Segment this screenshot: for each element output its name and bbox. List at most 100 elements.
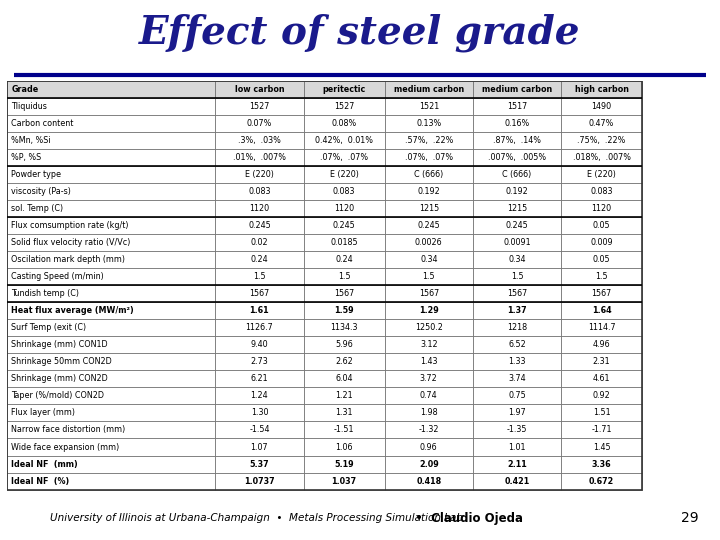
- Bar: [7, 387, 215, 404]
- Bar: [304, 251, 384, 268]
- Text: Taper (%/mold) CON2D: Taper (%/mold) CON2D: [12, 392, 104, 401]
- Text: 1.07: 1.07: [251, 442, 269, 451]
- Bar: [304, 234, 384, 251]
- Bar: [473, 472, 561, 490]
- Text: 0.75: 0.75: [508, 392, 526, 401]
- Bar: [304, 268, 384, 285]
- Text: 0.421: 0.421: [505, 477, 530, 485]
- Text: E (220): E (220): [330, 170, 359, 179]
- Bar: [215, 336, 304, 353]
- Bar: [7, 98, 215, 115]
- Text: E (220): E (220): [588, 170, 616, 179]
- Text: 0.083: 0.083: [590, 187, 613, 196]
- Text: -1.71: -1.71: [591, 426, 612, 435]
- Bar: [215, 370, 304, 387]
- Bar: [304, 200, 384, 217]
- Bar: [473, 302, 561, 319]
- Text: 0.245: 0.245: [248, 221, 271, 230]
- Bar: [215, 149, 304, 166]
- Bar: [215, 251, 304, 268]
- Bar: [473, 149, 561, 166]
- Bar: [384, 456, 473, 472]
- Bar: [561, 319, 642, 336]
- Text: Tundish temp (C): Tundish temp (C): [12, 289, 79, 298]
- Text: 1126.7: 1126.7: [246, 323, 274, 332]
- Bar: [215, 472, 304, 490]
- Text: Casting Speed (m/min): Casting Speed (m/min): [12, 272, 104, 281]
- Text: -1.54: -1.54: [249, 426, 270, 435]
- Bar: [304, 132, 384, 149]
- Bar: [304, 387, 384, 404]
- Text: sol. Temp (C): sol. Temp (C): [12, 204, 63, 213]
- Bar: [473, 421, 561, 438]
- Bar: [473, 81, 561, 98]
- Bar: [215, 234, 304, 251]
- Text: -1.32: -1.32: [418, 426, 439, 435]
- Bar: [473, 98, 561, 115]
- Text: Flux layer (mm): Flux layer (mm): [12, 408, 76, 417]
- Bar: [215, 81, 304, 98]
- Bar: [384, 183, 473, 200]
- Bar: [561, 387, 642, 404]
- Text: 1250.2: 1250.2: [415, 323, 443, 332]
- Text: Powder type: Powder type: [12, 170, 61, 179]
- Text: .57%,  .22%: .57%, .22%: [405, 136, 453, 145]
- Text: 0.672: 0.672: [589, 477, 614, 485]
- Bar: [384, 353, 473, 370]
- Text: 1215: 1215: [418, 204, 439, 213]
- Bar: [304, 149, 384, 166]
- Text: -1.35: -1.35: [507, 426, 527, 435]
- Text: 0.0091: 0.0091: [503, 238, 531, 247]
- Bar: [7, 353, 215, 370]
- Bar: [215, 183, 304, 200]
- Bar: [561, 149, 642, 166]
- Text: 2.11: 2.11: [507, 460, 527, 469]
- Text: Shrinkage (mm) CON1D: Shrinkage (mm) CON1D: [12, 340, 108, 349]
- Text: 0.0026: 0.0026: [415, 238, 443, 247]
- Bar: [7, 370, 215, 387]
- Bar: [215, 387, 304, 404]
- Text: 6.04: 6.04: [336, 374, 353, 383]
- Text: %P, %S: %P, %S: [12, 153, 42, 162]
- Bar: [304, 353, 384, 370]
- Text: 1567: 1567: [249, 289, 269, 298]
- Text: 1120: 1120: [592, 204, 612, 213]
- Text: 1527: 1527: [249, 102, 269, 111]
- Text: 3.74: 3.74: [508, 374, 526, 383]
- Text: Wide face expansion (mm): Wide face expansion (mm): [12, 442, 120, 451]
- Text: Ideal NF  (mm): Ideal NF (mm): [12, 460, 78, 469]
- Text: Effect of steel grade: Effect of steel grade: [139, 13, 581, 52]
- Bar: [561, 251, 642, 268]
- Bar: [7, 268, 215, 285]
- Bar: [561, 166, 642, 183]
- Text: 1218: 1218: [507, 323, 527, 332]
- Bar: [7, 404, 215, 421]
- Text: 1.64: 1.64: [592, 306, 611, 315]
- Bar: [304, 115, 384, 132]
- Bar: [473, 234, 561, 251]
- Bar: [7, 285, 215, 302]
- Bar: [304, 285, 384, 302]
- Bar: [7, 319, 215, 336]
- Text: Shrinkage (mm) CON2D: Shrinkage (mm) CON2D: [12, 374, 108, 383]
- Text: high carbon: high carbon: [575, 85, 629, 94]
- Text: 0.47%: 0.47%: [589, 119, 614, 128]
- Bar: [473, 353, 561, 370]
- Text: 1.037: 1.037: [332, 477, 356, 485]
- Bar: [384, 285, 473, 302]
- Text: 0.92: 0.92: [593, 392, 611, 401]
- Text: 0.083: 0.083: [248, 187, 271, 196]
- Text: 0.13%: 0.13%: [416, 119, 441, 128]
- Text: 1567: 1567: [334, 289, 354, 298]
- Text: 0.42%,  0.01%: 0.42%, 0.01%: [315, 136, 373, 145]
- Bar: [304, 456, 384, 472]
- Text: 1.51: 1.51: [593, 408, 611, 417]
- Text: 1.30: 1.30: [251, 408, 269, 417]
- Bar: [7, 234, 215, 251]
- Bar: [384, 166, 473, 183]
- Text: 1215: 1215: [507, 204, 527, 213]
- Text: .07%,  .07%: .07%, .07%: [320, 153, 368, 162]
- Text: 0.24: 0.24: [336, 255, 353, 264]
- Bar: [384, 115, 473, 132]
- Text: Grade: Grade: [12, 85, 39, 94]
